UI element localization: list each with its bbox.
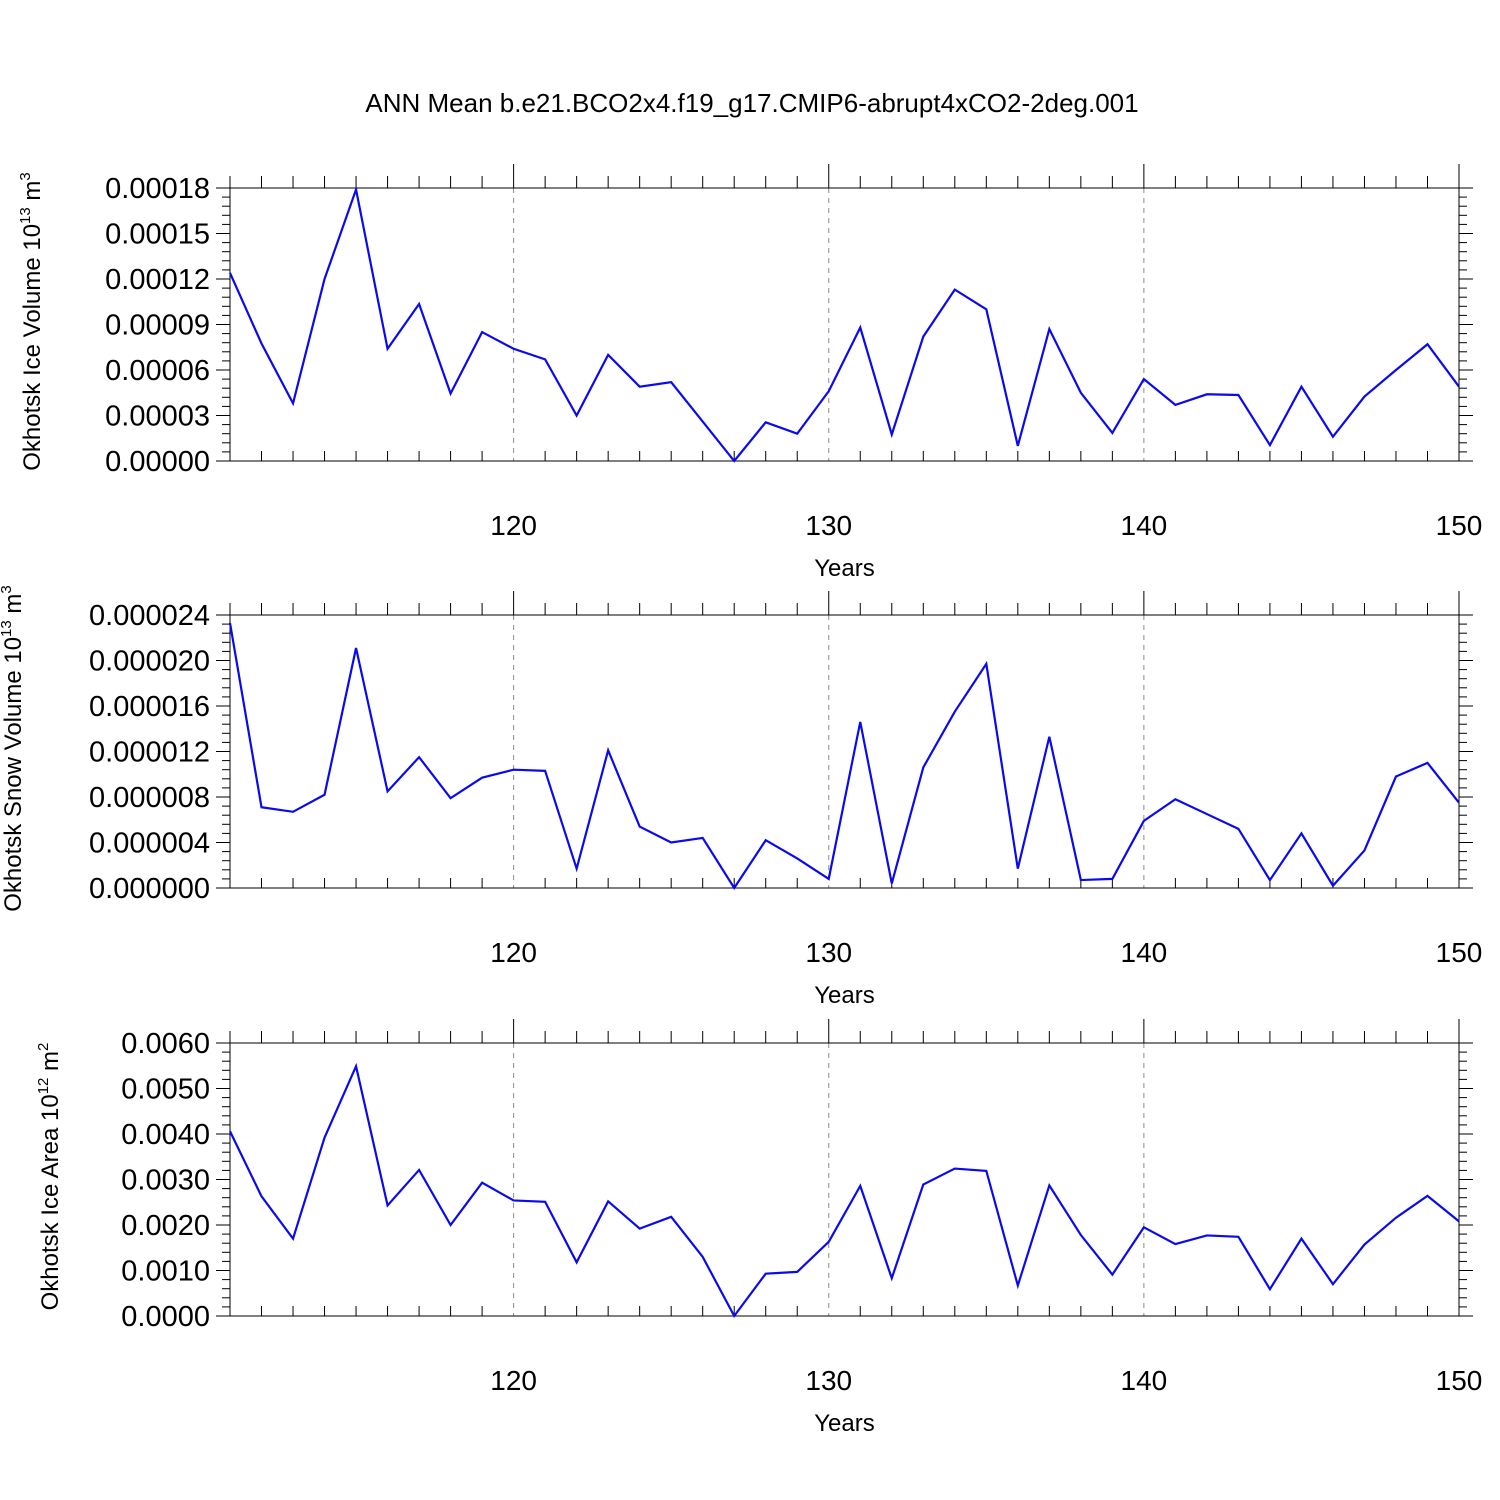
y-tick-label: 0.00015 (105, 219, 210, 251)
x-tick-label: 130 (805, 510, 852, 541)
y-tick-label: 0.000004 (89, 828, 210, 860)
y-axis-title-unit: m (37, 1051, 64, 1078)
y-tick-label: 0.00006 (105, 355, 210, 387)
y-axis-title-main: Okhotsk Snow Volume 10 (0, 637, 27, 912)
y-axis-title: Okhotsk Snow Volume 1013 m3 (0, 585, 27, 912)
y-axis-title-unit-exponent: 3 (17, 172, 34, 180)
x-tick-label: 150 (1436, 937, 1483, 968)
plot-frame (229, 1042, 1460, 1317)
y-tick-label: 0.0000 (121, 1301, 210, 1333)
y-tick-label: 0.0040 (121, 1119, 210, 1151)
y-axis-title-exponent: 12 (35, 1078, 52, 1095)
y-axis-title-main: Okhotsk Ice Volume 10 (19, 224, 46, 471)
x-tick-label: 120 (490, 937, 537, 968)
y-tick-label: 0.000016 (89, 691, 210, 723)
y-tick-label: 0.00009 (105, 310, 210, 342)
series-line (228, 622, 1460, 891)
x-tick-label: 140 (1121, 1365, 1168, 1396)
x-tick-label: 130 (805, 937, 852, 968)
y-tick-label: 0.00003 (105, 401, 210, 433)
y-axis-title-exponent: 13 (0, 620, 15, 637)
y-axis-title-unit-exponent: 2 (35, 1043, 52, 1051)
x-axis-title: Years (814, 982, 875, 1009)
x-tick-label: 140 (1121, 937, 1168, 968)
series-line (229, 1062, 1460, 1319)
plot-frame (229, 187, 1460, 462)
y-axis-title-unit: m (19, 181, 46, 208)
y-tick-label: 0.000008 (89, 782, 210, 814)
x-tick-label: 140 (1121, 510, 1168, 541)
y-tick-label: 0.00018 (105, 173, 210, 205)
y-axis-title-unit-exponent: 3 (0, 585, 15, 593)
panel-1: 0.00000 0.00003 0.00006 0.00009 0.00012 0.000… (17, 164, 1482, 582)
x-tick-label: 150 (1436, 510, 1483, 541)
y-tick-label: 0.0060 (121, 1028, 210, 1060)
y-tick-label: 0.0030 (121, 1165, 210, 1197)
y-tick-label: 0.000020 (89, 646, 210, 678)
x-axis-title: Years (814, 1410, 875, 1437)
panel-3: 0.0000 0.0010 0.0020 0.0030 0.0040 0.0050 0.00… (35, 1019, 1482, 1437)
y-tick-label: 0.0010 (121, 1256, 210, 1288)
x-axis-title: Years (814, 555, 875, 582)
y-tick-label: 0.000024 (89, 600, 210, 632)
y-axis-title-main: Okhotsk Ice Area 10 (37, 1094, 64, 1310)
panel-2: 0.000000 0.000004 0.000008 0.000012 0.000016… (0, 585, 1482, 1009)
plot-frame (229, 614, 1460, 889)
series-line (228, 185, 1460, 463)
y-tick-label: 0.000000 (89, 873, 210, 905)
y-axis-title: Okhotsk Ice Area 1012 m2 (35, 1043, 64, 1311)
y-tick-label: 0.000012 (89, 737, 210, 769)
x-tick-label: 150 (1436, 1365, 1483, 1396)
x-tick-label: 130 (805, 1365, 852, 1396)
y-axis-title-exponent: 13 (17, 207, 34, 224)
y-tick-label: 0.0050 (121, 1074, 210, 1106)
x-tick-label: 120 (490, 1365, 537, 1396)
y-tick-label: 0.00000 (105, 446, 210, 478)
y-tick-label: 0.00012 (105, 264, 210, 296)
y-axis-title: Okhotsk Ice Volume 1013 m3 (17, 172, 46, 471)
x-tick-label: 120 (490, 510, 537, 541)
y-axis-title-unit: m (0, 594, 27, 621)
y-tick-label: 0.0020 (121, 1210, 210, 1242)
chart-title: ANN Mean b.e21.BCO2x4.f19_g17.CMIP6-abru… (365, 88, 1138, 118)
